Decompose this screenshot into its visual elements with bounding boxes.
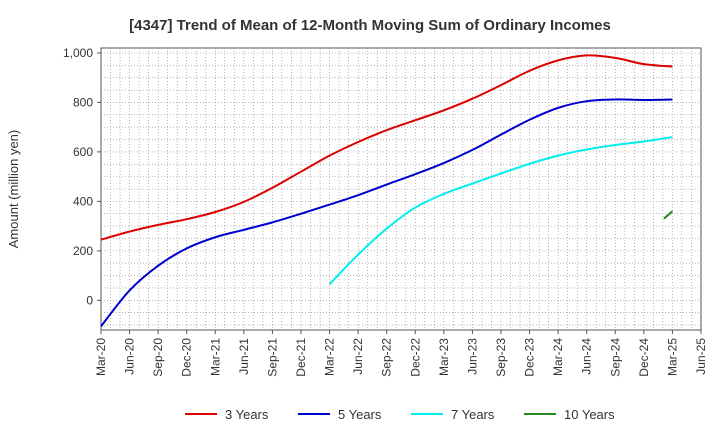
x-tick-label: Dec-24 (637, 338, 651, 377)
x-tick-label: Jun-22 (351, 338, 365, 375)
series-line-5-years (100, 98, 673, 327)
y-tick-label: 800 (73, 95, 93, 109)
gridlines (101, 48, 701, 330)
x-tick-label: Mar-21 (208, 338, 222, 376)
y-axis-ticks: 0 200 400 600 800 1,000 (63, 46, 101, 307)
x-axis-ticks: Mar-20 Jun-20 Sep-20 Dec-20 Mar-21 Jun-21 Sep-… (94, 330, 708, 377)
x-tick-label: Jun-24 (580, 338, 594, 375)
x-tick-label: Dec-20 (180, 338, 194, 377)
series-line-10-years (663, 210, 674, 220)
x-tick-label: Sep-20 (151, 338, 165, 377)
x-tick-label: Mar-24 (551, 338, 565, 376)
x-tick-label: Sep-21 (265, 338, 279, 377)
series-lines (100, 54, 674, 327)
legend-label-10-years: 10 Years (564, 407, 615, 422)
x-tick-label: Dec-22 (408, 338, 422, 377)
y-tick-label: 400 (73, 194, 93, 208)
chart-title: [4347] Trend of Mean of 12-Month Moving … (129, 17, 611, 34)
y-tick-label: 1,000 (63, 46, 93, 60)
x-tick-label: Jun-20 (123, 338, 137, 375)
x-tick-label: Dec-23 (523, 338, 537, 377)
x-tick-label: Jun-25 (694, 338, 708, 375)
y-tick-label: 0 (86, 293, 93, 307)
legend-label-7-years: 7 Years (451, 407, 495, 422)
series-line-3-years (100, 54, 673, 241)
y-tick-label: 600 (73, 145, 93, 159)
series-line-7-years (328, 136, 673, 285)
x-tick-label: Mar-20 (94, 338, 108, 376)
x-tick-label: Jun-21 (237, 338, 251, 375)
y-axis-label: Amount (million yen) (6, 130, 21, 249)
x-tick-label: Sep-24 (608, 338, 622, 377)
x-tick-label: Sep-22 (380, 338, 394, 377)
x-tick-label: Mar-25 (665, 338, 679, 376)
x-tick-label: Mar-22 (323, 338, 337, 376)
x-tick-label: Mar-23 (437, 338, 451, 376)
y-tick-label: 200 (73, 244, 93, 258)
legend: 3 Years 5 Years 7 Years 10 Years (185, 407, 615, 422)
x-tick-label: Jun-23 (465, 338, 479, 375)
legend-label-3-years: 3 Years (225, 407, 269, 422)
x-tick-label: Sep-23 (494, 338, 508, 377)
legend-label-5-years: 5 Years (338, 407, 382, 422)
x-tick-label: Dec-21 (294, 338, 308, 377)
